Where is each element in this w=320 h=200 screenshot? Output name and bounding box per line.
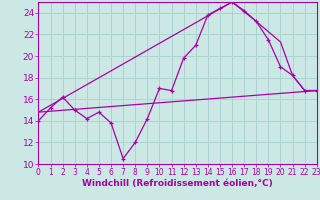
X-axis label: Windchill (Refroidissement éolien,°C): Windchill (Refroidissement éolien,°C): [82, 179, 273, 188]
